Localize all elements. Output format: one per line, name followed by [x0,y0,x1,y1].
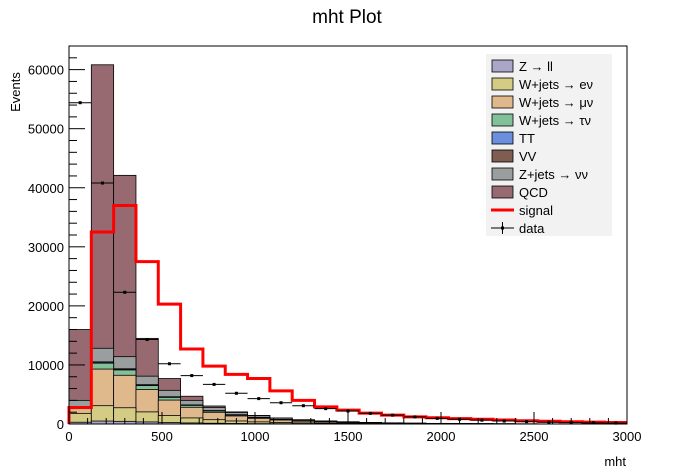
legend-entry-7: QCD [491,185,548,200]
data-marker-20 [525,420,529,424]
signal-line [67,203,627,425]
data-marker-7 [234,391,238,395]
data-marker-12 [346,409,350,413]
y-axis-label: Events [8,72,23,112]
legend-marker-9 [501,226,504,230]
x-tick-label-5: 2500 [520,429,549,444]
data-point-10 [292,404,315,408]
x-tick-label-0: 0 [65,429,72,444]
data-marker-15 [413,415,417,419]
data-point-4 [158,362,181,366]
legend: Z → ll W+jets → eν W+jets → μν W+jets → τν T… [486,54,612,236]
data-point-15 [403,415,427,419]
data-point-8 [247,397,270,401]
data-point-21 [537,420,561,424]
y-tick-label-0: 0 [57,417,64,432]
data-marker-8 [257,397,261,401]
legend-label-7: QCD [519,185,548,200]
data-marker-3 [145,338,149,342]
data-marker-0 [78,101,82,105]
data-point-14 [381,413,404,417]
data-point-5 [180,374,203,378]
x-tick-label-4: 2000 [427,429,456,444]
data-point-11 [314,407,337,411]
data-marker-5 [190,374,194,378]
legend-label-4: TT [519,131,535,146]
data-point-23 [582,421,605,425]
x-tick-label-3: 1500 [334,429,363,444]
legend-label-0: Z → ll [519,59,553,74]
data-marker-23 [592,421,596,425]
y-tick-label-6: 60000 [28,63,64,78]
legend-entry-8: signal [491,203,553,218]
legend-label-3: W+jets → τν [519,113,591,128]
legend-entry-4: TT [491,131,535,146]
data-marker-18 [480,418,484,422]
data-marker-10 [301,404,305,408]
data-point-3 [135,338,159,342]
legend-entry-9: data [491,221,545,236]
data-point-12 [336,409,360,413]
data-point-9 [269,401,293,405]
legend-swatch-7 [491,185,514,199]
data-marker-1 [100,181,104,185]
y-tick-label-3: 30000 [28,240,64,255]
legend-swatch-0 [491,59,514,73]
chart-title: mht Plot [312,7,382,28]
legend-label-9: data [519,221,545,236]
legend-label-2: W+jets → μν [519,95,593,110]
x-tick-label-6: 3000 [613,429,642,444]
y-tick-label-4: 40000 [28,181,64,196]
data-marker-9 [279,401,283,405]
legend-entry-1: W+jets → eν [491,77,593,92]
data-point-1 [91,181,114,185]
signal-histogram [67,203,627,425]
data-point-18 [470,418,494,422]
data-marker-19 [502,419,506,423]
data-point-13 [359,411,382,415]
data-point-2 [113,290,136,294]
data-marker-21 [547,420,551,424]
legend-swatch-6 [491,167,514,181]
y-tick-label-2: 20000 [28,299,64,314]
axes: 0 500 1000 1500 2000 2500 30000100002000030000… [28,45,642,444]
data-marker-24 [614,421,618,425]
legend-entry-0: Z → ll [491,59,553,74]
legend-swatch-3 [491,113,514,127]
legend-entry-3: W+jets → τν [491,113,591,128]
data-marker-16 [435,416,439,420]
data-marker-4 [167,362,171,366]
data-point-0 [69,101,92,105]
x-tick-label-1: 500 [151,429,173,444]
legend-label-1: W+jets → eν [519,77,593,92]
legend-swatch-1 [491,77,514,91]
legend-swatch-5 [491,149,514,163]
data-point-6 [202,382,226,386]
legend-swatch-2 [491,95,514,109]
legend-entry-2: W+jets → μν [491,95,593,110]
legend-swatch-4 [491,131,514,145]
y-tick-label-5: 50000 [28,122,64,137]
legend-label-5: VV [519,149,537,164]
data-point-7 [225,391,248,395]
data-marker-2 [123,290,127,294]
x-tick-label-2: 1000 [241,429,270,444]
data-points [69,101,627,425]
data-marker-6 [212,382,216,386]
data-marker-11 [324,407,328,411]
y-tick-label-1: 10000 [28,358,64,373]
data-point-16 [426,416,449,420]
legend-entry-6: Z+jets → νν [491,167,588,182]
legend-label-8: signal [519,203,553,218]
legend-label-6: Z+jets → νν [519,167,588,182]
data-marker-14 [391,413,395,417]
data-marker-13 [368,411,372,415]
x-axis-label: mht [604,454,626,469]
legend-entry-5: VV [491,149,537,164]
